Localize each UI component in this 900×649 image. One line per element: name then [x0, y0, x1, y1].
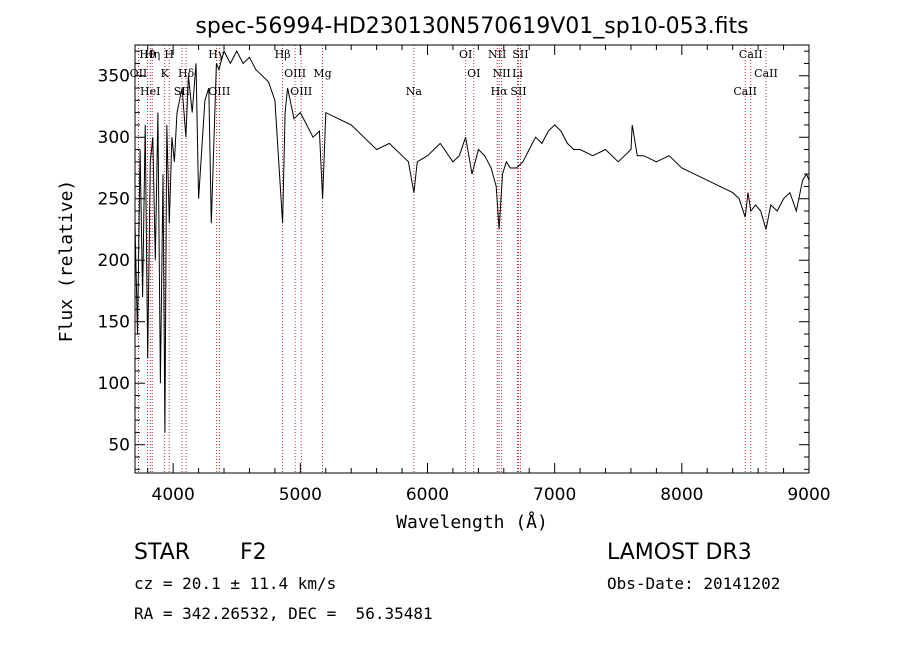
line-label: CaII	[739, 48, 763, 61]
spectrum-chart: spec-56994-HD230130N570619V01_sp10-053.f…	[56, 14, 831, 533]
survey-name: LAMOST DR3	[607, 540, 752, 565]
line-label: Hγ	[208, 48, 225, 61]
y-axis: 50 100 150 200 250 300 350	[98, 50, 809, 470]
line-labels: Hθ OII HeI HηK SII H Hδ OIII Hγ OIII OIII Hβ Mg Na OI O…	[130, 48, 778, 98]
line-markers	[138, 45, 767, 473]
y-tick-label: 150	[98, 313, 130, 333]
line-label: NII	[492, 67, 510, 80]
x-tick-label: 9000	[787, 485, 830, 505]
line-label: Na	[406, 85, 423, 98]
line-label: Hβ	[275, 48, 291, 61]
x-axis-label: Wavelength (Å)	[396, 511, 548, 533]
coordinates: RA = 342.26532, DEC = 56.35481	[134, 604, 433, 623]
subclass: F2	[240, 540, 267, 565]
line-label: CaII	[733, 85, 757, 98]
line-label: Hθ	[139, 48, 156, 61]
line-label: Hδ	[178, 67, 195, 80]
redshift-cz: cz = 20.1 ± 11.4 km/s	[134, 574, 337, 593]
line-label: Li	[512, 67, 523, 80]
line-label: OII	[130, 67, 148, 80]
plot-frame	[134, 44, 810, 474]
line-label: Hη	[144, 48, 160, 61]
line-label: Mg	[313, 67, 331, 80]
object-type: STAR	[134, 540, 191, 565]
chart-title: spec-56994-HD230130N570619V01_sp10-053.f…	[195, 14, 748, 39]
x-tick-label: 7000	[533, 485, 576, 505]
x-tick-label: 5000	[279, 485, 322, 505]
obs-date: Obs-Date: 20141202	[607, 574, 781, 593]
line-label: OIII	[208, 85, 230, 98]
line-label: OIII	[284, 67, 306, 80]
line-label: SII	[512, 48, 528, 61]
line-label: K	[161, 67, 170, 80]
y-tick-label: 250	[98, 190, 130, 210]
y-tick-label: 100	[98, 374, 130, 394]
spectrum-line	[134, 49, 810, 433]
y-tick-label: 300	[98, 128, 130, 148]
y-tick-label: 50	[108, 436, 130, 456]
line-label: Hα	[491, 85, 509, 98]
line-label: SII	[510, 85, 526, 98]
line-label: OIII	[290, 85, 312, 98]
line-label: CaII	[754, 67, 778, 80]
y-tick-label: 200	[98, 251, 130, 271]
line-label: H	[164, 48, 174, 61]
line-label: NII	[488, 48, 506, 61]
x-tick-label: 4000	[152, 485, 195, 505]
x-tick-label: 6000	[406, 485, 449, 505]
x-tick-label: 8000	[660, 485, 703, 505]
y-tick-label: 350	[98, 67, 130, 87]
line-label: OI	[459, 48, 472, 61]
y-axis-label: Flux (relative)	[56, 180, 77, 343]
x-axis: 4000 5000 6000 7000 8000 9000	[147, 45, 831, 505]
line-label: HeI	[140, 85, 160, 98]
line-label: OI	[467, 67, 480, 80]
